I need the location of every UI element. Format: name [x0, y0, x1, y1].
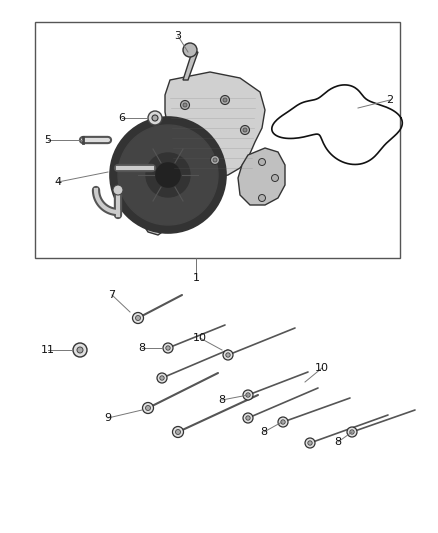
Text: 10: 10 [193, 333, 207, 343]
Circle shape [246, 416, 250, 420]
Circle shape [133, 312, 144, 324]
Circle shape [223, 98, 227, 102]
Circle shape [211, 156, 219, 165]
Circle shape [213, 158, 217, 162]
Text: 3: 3 [174, 31, 181, 41]
Circle shape [77, 347, 83, 353]
Circle shape [166, 346, 170, 350]
Circle shape [142, 402, 153, 414]
Text: 1: 1 [192, 273, 199, 283]
Polygon shape [183, 52, 198, 80]
Circle shape [163, 170, 173, 180]
Text: 8: 8 [335, 437, 342, 447]
Text: 7: 7 [109, 290, 116, 300]
Circle shape [272, 174, 279, 182]
Circle shape [223, 350, 233, 360]
Circle shape [152, 115, 158, 121]
Circle shape [258, 195, 265, 201]
Circle shape [243, 128, 247, 132]
Bar [35, 22, 400, 258]
Circle shape [308, 441, 312, 445]
Circle shape [246, 393, 250, 397]
Circle shape [347, 427, 357, 437]
Circle shape [160, 376, 164, 380]
Circle shape [145, 406, 151, 410]
Circle shape [113, 185, 123, 195]
Circle shape [226, 353, 230, 357]
Circle shape [183, 103, 187, 107]
Polygon shape [138, 168, 175, 235]
Text: 4: 4 [54, 177, 62, 187]
Circle shape [350, 430, 354, 434]
Circle shape [243, 413, 253, 423]
Circle shape [135, 316, 141, 320]
Text: 11: 11 [41, 345, 55, 355]
Circle shape [305, 438, 315, 448]
Text: 6: 6 [119, 113, 126, 123]
Circle shape [118, 125, 218, 225]
Text: 2: 2 [386, 95, 394, 105]
Polygon shape [238, 148, 285, 205]
Circle shape [110, 117, 226, 233]
Circle shape [173, 426, 184, 438]
Circle shape [183, 43, 197, 57]
Text: 10: 10 [315, 363, 329, 373]
Circle shape [180, 101, 190, 109]
Circle shape [240, 125, 250, 134]
Circle shape [156, 163, 180, 187]
Circle shape [148, 111, 162, 125]
Circle shape [133, 140, 203, 210]
Circle shape [163, 343, 173, 353]
Text: 5: 5 [45, 135, 52, 145]
Circle shape [157, 373, 167, 383]
Text: 8: 8 [138, 343, 145, 353]
Circle shape [281, 420, 285, 424]
Text: 8: 8 [261, 427, 268, 437]
Circle shape [220, 95, 230, 104]
Text: 8: 8 [219, 395, 226, 405]
Circle shape [258, 158, 265, 166]
Circle shape [146, 153, 190, 197]
Circle shape [243, 390, 253, 400]
Circle shape [278, 417, 288, 427]
Text: 9: 9 [104, 413, 112, 423]
Circle shape [176, 430, 180, 434]
Circle shape [73, 343, 87, 357]
Polygon shape [165, 72, 265, 178]
